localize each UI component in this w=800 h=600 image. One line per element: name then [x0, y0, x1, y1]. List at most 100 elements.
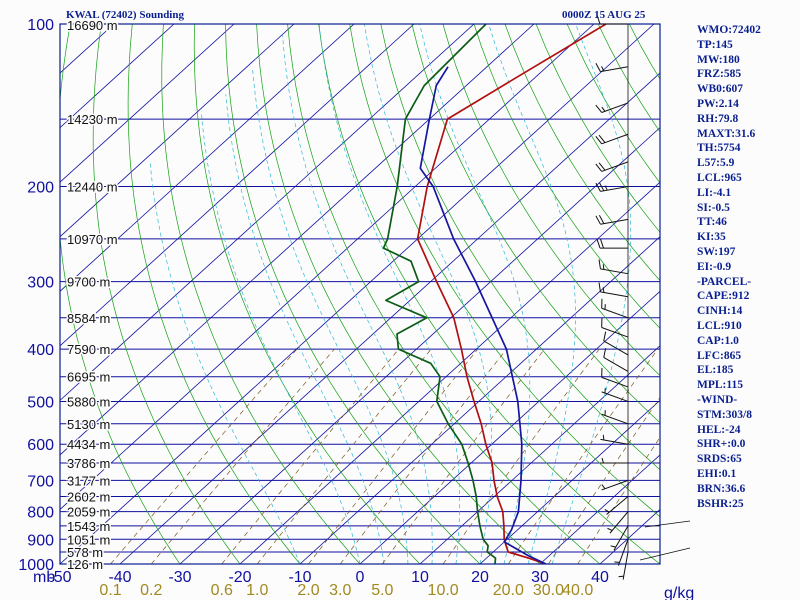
stat-item: SHR+:0.0 [697, 438, 746, 451]
sounding-title: KWAL (72402) Sounding [66, 9, 184, 21]
height-label: 10970 m [67, 232, 118, 247]
dry-adiabat-line [349, 24, 660, 518]
mixing-ratio-tick-label: 0.2 [140, 582, 162, 599]
pressure-tick-label: 300 [27, 275, 54, 292]
stat-item: PW:2.14 [697, 97, 739, 110]
wind-barb-flag [596, 14, 601, 25]
dry-adiabat-line [161, 24, 361, 564]
isotherm-line [60, 24, 655, 564]
isotherm-line [60, 24, 355, 292]
temperature-tick-label: -30 [168, 569, 191, 586]
moist-adiabat-line [252, 66, 409, 564]
plot-frame [59, 23, 661, 565]
pressure-tick-label: 800 [27, 505, 54, 522]
wind-barb-flag [595, 63, 601, 72]
isotherm-line [60, 24, 595, 510]
mixing-ratio-line [548, 396, 660, 564]
mixing-ratio-tick-label: 10.0 [428, 582, 459, 599]
pressure-tick-label: 400 [27, 342, 54, 359]
wind-barb [613, 525, 629, 551]
stat-item: RH:79.8 [697, 112, 739, 125]
wind-barb [609, 511, 629, 534]
height-label: 5880 m [67, 394, 110, 409]
height-label: 578 m [67, 545, 103, 560]
isotherm-line [60, 24, 175, 129]
height-label: 126 m [67, 557, 103, 572]
pressure-tick-label: 100 [27, 17, 54, 34]
temperature-tick-label: -20 [228, 569, 251, 586]
wind-barb-flag [595, 136, 603, 145]
temperature-tick-label: -10 [288, 569, 311, 586]
stat-item: TT:46 [697, 216, 727, 229]
parcel-profile [419, 66, 547, 564]
mixing-ratio-line [577, 436, 660, 564]
mixing-ratio-line [308, 348, 478, 564]
wind-barb-half-flag [601, 106, 606, 112]
sounding-timestamp: 0000Z 15 AUG 25 [562, 9, 646, 21]
height-label: 3177 m [67, 473, 110, 488]
wind-barb [603, 357, 629, 372]
temperature-tick-label: 0 [356, 569, 365, 586]
isotherm-line [479, 399, 660, 564]
mixing-ratio-line [382, 348, 545, 564]
height-label: 16690 m [67, 18, 118, 33]
mixing-ratio-line [256, 348, 432, 564]
mixing-ratio-line [508, 348, 658, 564]
pressure-tick-label: 200 [27, 180, 54, 197]
stat-item: WB0:607 [697, 83, 743, 96]
wind-barb-half-flag [601, 66, 605, 72]
wind-barb [617, 539, 629, 566]
wind-barb-flag [595, 182, 601, 192]
moist-adiabat-line [364, 24, 493, 564]
wind-barb-flag [603, 331, 607, 342]
mixing-ratio-tick-label: 2.0 [297, 582, 319, 599]
wind-barb-half-flag [601, 484, 606, 490]
pressure-tick-label: 900 [27, 532, 54, 549]
temperature-profile [416, 24, 607, 564]
stat-item: MAXT:31.6 [697, 127, 756, 140]
dry-adiabat-line [287, 24, 601, 564]
wind-barb-flag [598, 162, 606, 171]
stat-item: SW:197 [697, 245, 736, 258]
pressure-tick-label: 1000 [18, 557, 54, 574]
stat-item: SI:-0.5 [697, 201, 730, 214]
stat-item: L57:5.9 [697, 157, 735, 170]
wind-barb [601, 327, 629, 338]
height-label: 12440 m [67, 180, 118, 195]
stat-item: LCL:910 [697, 319, 742, 332]
stat-item: WMO:72402 [697, 24, 761, 36]
isotherm-line [60, 24, 295, 238]
height-label: 2602 m [67, 490, 110, 505]
stat-item: FRZ:585 [697, 68, 742, 81]
wind-barb [600, 66, 629, 73]
dry-adiabat-line [504, 24, 660, 282]
stat-item: STM:303/8 [697, 408, 752, 421]
dry-adiabat-line [380, 24, 660, 471]
mixing-ratio-line [340, 348, 507, 564]
wind-barb [601, 479, 629, 491]
moist-adiabat-line [149, 161, 301, 564]
mixing-ratio-unit-label: g/kg [664, 585, 694, 600]
stat-item: CINH:14 [697, 305, 743, 318]
stat-item: LCL:965 [697, 171, 742, 184]
wind-barb-half-flag [607, 527, 613, 531]
wind-barb-flag [603, 348, 607, 358]
pressure-unit-label: mb [33, 569, 55, 586]
stat-item: -PARCEL- [697, 275, 752, 288]
wind-barb [606, 496, 629, 515]
wind-barb-half-flag [610, 545, 616, 548]
wind-barb-flag [595, 104, 603, 113]
pressure-tick-label: 700 [27, 473, 54, 490]
wind-barb [600, 186, 629, 192]
wind-barb-flag [598, 182, 605, 192]
stat-item: CAP:1.0 [697, 334, 739, 347]
isotherm-line [60, 24, 535, 456]
thermo-grid [60, 24, 660, 564]
mixing-ratio-tick-label: 40.0 [562, 582, 593, 599]
isotherm-line [419, 345, 660, 564]
wind-barb [600, 268, 629, 275]
moist-adiabat-line [200, 111, 361, 564]
sounding-profiles [382, 24, 607, 564]
